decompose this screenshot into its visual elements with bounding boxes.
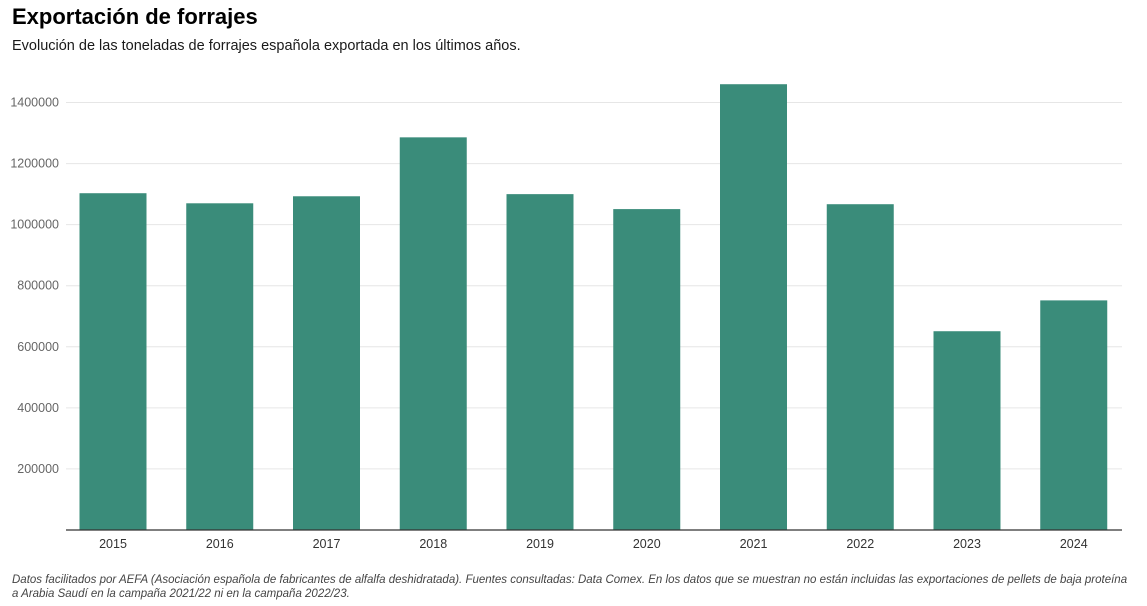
bar-2016[interactable] [186,203,254,530]
y-tick-label: 800000 [17,279,59,293]
x-tick-label: 2023 [953,537,981,551]
x-tick-label: 2022 [846,537,874,551]
x-axis-ticks: 2015 2016 2017 2018 2019 2020 2021 2022 2023 2024 [99,537,1088,551]
y-axis-ticks: 200000 400000 600000 800000 1000000 1200000 14… [10,96,59,476]
bar-2017[interactable] [293,196,360,530]
x-tick-label: 2016 [206,537,234,551]
y-tick-label: 600000 [17,340,59,354]
x-tick-label: 2021 [740,537,768,551]
y-tick-label: 1400000 [10,96,59,110]
x-tick-label: 2017 [313,537,341,551]
y-tick-label: 1000000 [10,218,59,232]
x-tick-label: 2024 [1060,537,1088,551]
y-tick-label: 1200000 [10,157,59,171]
bar-2015[interactable] [79,193,147,530]
bar-2021[interactable] [720,84,787,531]
bar-2022[interactable] [826,204,894,530]
bar-2023[interactable] [933,331,1001,530]
x-tick-label: 2019 [526,537,554,551]
bar-2019[interactable] [506,194,574,530]
chart-subtitle: Evolución de las toneladas de forrajes e… [12,38,521,54]
y-tick-label: 200000 [17,462,59,476]
x-tick-label: 2020 [633,537,661,551]
bars [79,84,1108,531]
x-tick-label: 2018 [419,537,447,551]
chart-title: Exportación de forrajes [12,4,258,29]
x-tick-label: 2015 [99,537,127,551]
bar-2018[interactable] [399,137,467,530]
bar-chart: 200000 400000 600000 800000 1000000 1200000 14… [10,84,1122,551]
y-tick-label: 400000 [17,401,59,415]
bar-2024[interactable] [1040,300,1108,530]
footnote: Datos facilitados por AEFA (Asociación e… [12,574,1128,600]
bar-2020[interactable] [613,209,681,530]
